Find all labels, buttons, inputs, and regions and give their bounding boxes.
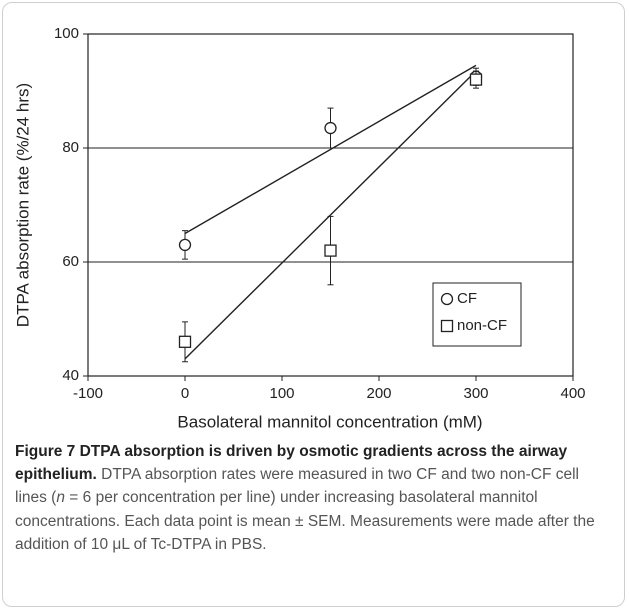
y-tick-label: 80 [62, 139, 79, 156]
y-axis-label: DTPA absorption rate (%/24 hrs) [13, 83, 32, 327]
y-tick-label: 60 [62, 253, 79, 270]
legend-box [432, 282, 522, 347]
plot-frame [87, 33, 574, 377]
caption-text: = 6 per concentration per line) under in… [15, 489, 595, 553]
caption-text: n [56, 489, 65, 507]
caption: Figure 7 DTPA absorption is driven by os… [15, 440, 615, 556]
x-tick-label: 300 [463, 385, 488, 402]
chart: Basolateral mannitol concentration (mM) … [13, 25, 585, 432]
legend-marker [440, 319, 454, 333]
data-point [469, 73, 483, 86]
x-tick-label: 100 [269, 385, 294, 402]
caption-title: Figure 7 DTPA absorption is driven by os… [15, 443, 568, 484]
x-axis-label: Basolateral mannitol concentration (mM) [177, 412, 482, 431]
x-tick-label: 400 [560, 385, 585, 402]
x-tick-label: 200 [366, 385, 391, 402]
legend-label: CF [457, 290, 477, 307]
x-tick-label: -100 [73, 385, 103, 402]
x-tick-label: 0 [181, 385, 189, 402]
trend-line [184, 70, 477, 360]
data-point [178, 238, 192, 252]
data-point [324, 121, 337, 135]
y-tick-label: 40 [62, 367, 79, 384]
caption-text: DTPA absorption rates were measured in t… [15, 466, 579, 507]
y-tick-label: 100 [54, 25, 79, 42]
legend-marker [440, 292, 454, 306]
data-point [178, 335, 192, 348]
trend-line [184, 64, 477, 235]
data-point [324, 244, 337, 257]
legend-label: non-CF [457, 317, 507, 334]
